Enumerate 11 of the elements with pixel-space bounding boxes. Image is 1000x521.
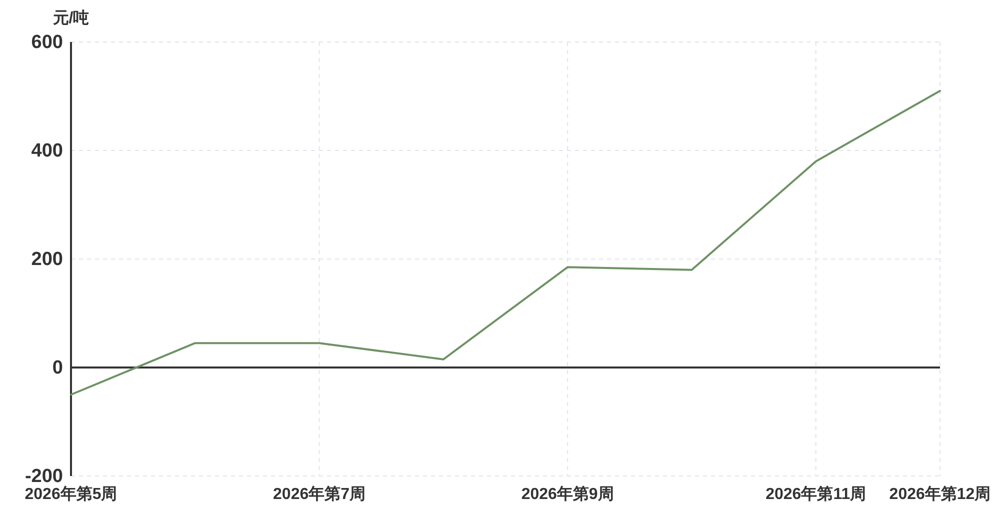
y-tick: 200 xyxy=(31,249,63,270)
x-tick: 2026年第11周 xyxy=(766,486,866,503)
x-tick: 2026年第12周 xyxy=(889,486,991,503)
y-tick: -200 xyxy=(24,466,63,487)
x-tick: 2026年第7周 xyxy=(273,486,366,503)
y-tick: 400 xyxy=(31,140,63,162)
x-tick: 2026年第9周 xyxy=(521,486,614,503)
y-tick: 0 xyxy=(52,358,63,378)
x-tick: 2026年第5周 xyxy=(24,486,118,503)
y-label: 元/吨 xyxy=(52,10,90,27)
y-tick: 600 xyxy=(31,32,63,53)
